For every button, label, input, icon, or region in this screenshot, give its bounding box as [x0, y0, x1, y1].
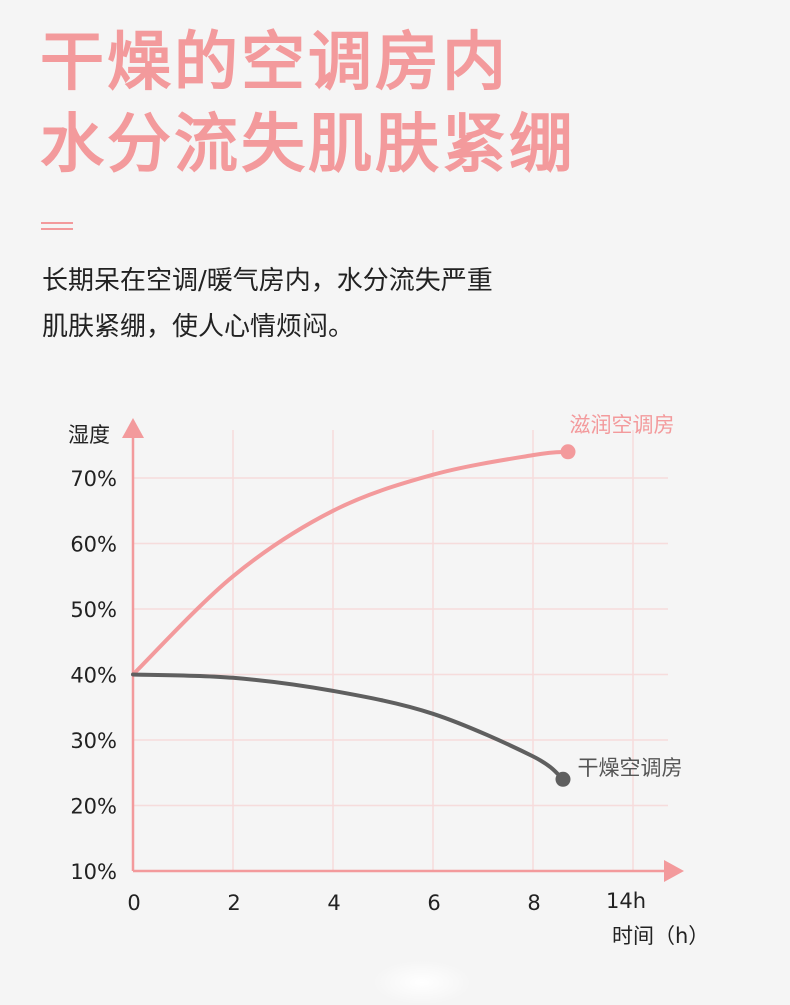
headline-line-2: 水分流失肌肤紧绷: [40, 108, 576, 182]
y-axis-arrow-icon: [122, 418, 144, 438]
description: 长期呆在空调/暖气房内，水分流失严重 肌肤紧绷，使人心情烦闷。: [42, 258, 493, 350]
y-tick-label: 10%: [70, 860, 117, 884]
y-tick-label: 70%: [70, 467, 117, 491]
series-end-point-moist: [560, 444, 576, 460]
series-label-dry: 干燥空调房: [578, 756, 683, 780]
y-tick-label: 40%: [70, 664, 117, 688]
description-line-1: 长期呆在空调/暖气房内，水分流失严重: [42, 266, 493, 296]
y-tick-label: 20%: [70, 795, 117, 819]
x-axis-title: 时间（h）: [612, 924, 709, 948]
series-line-moist: [131, 449, 570, 677]
bottom-glow: [372, 960, 472, 1005]
x-tick-label: 2: [227, 891, 240, 915]
series-end-point-dry: [555, 771, 571, 787]
x-tick-label: 0: [127, 891, 140, 915]
chart-axes: [122, 418, 684, 882]
chart-series: [131, 444, 576, 787]
y-axis-title: 湿度: [68, 423, 110, 447]
y-tick-label: 50%: [70, 598, 117, 622]
x-axis-arrow-icon: [664, 860, 684, 882]
y-tick-label: 60%: [70, 533, 117, 557]
x-tick-label: 6: [427, 891, 440, 915]
x-tick-label: 8: [527, 891, 540, 915]
chart-ticks: 70% 60% 50% 40% 30% 20% 10% 0 2 4 6 8 14h: [70, 467, 646, 915]
y-tick-label: 30%: [70, 729, 117, 753]
x-tick-label: 14h: [606, 889, 646, 913]
x-tick-label: 4: [327, 891, 340, 915]
divider-icon: [41, 222, 73, 234]
series-label-moist: 滋润空调房: [570, 413, 675, 437]
chart-grid: [133, 430, 668, 871]
description-line-2: 肌肤紧绷，使人心情烦闷。: [42, 312, 355, 342]
headline: 干燥的空调房内 水分流失肌肤紧绷: [40, 22, 576, 186]
series-line-dry: [131, 672, 565, 782]
headline-line-1: 干燥的空调房内: [40, 26, 509, 100]
